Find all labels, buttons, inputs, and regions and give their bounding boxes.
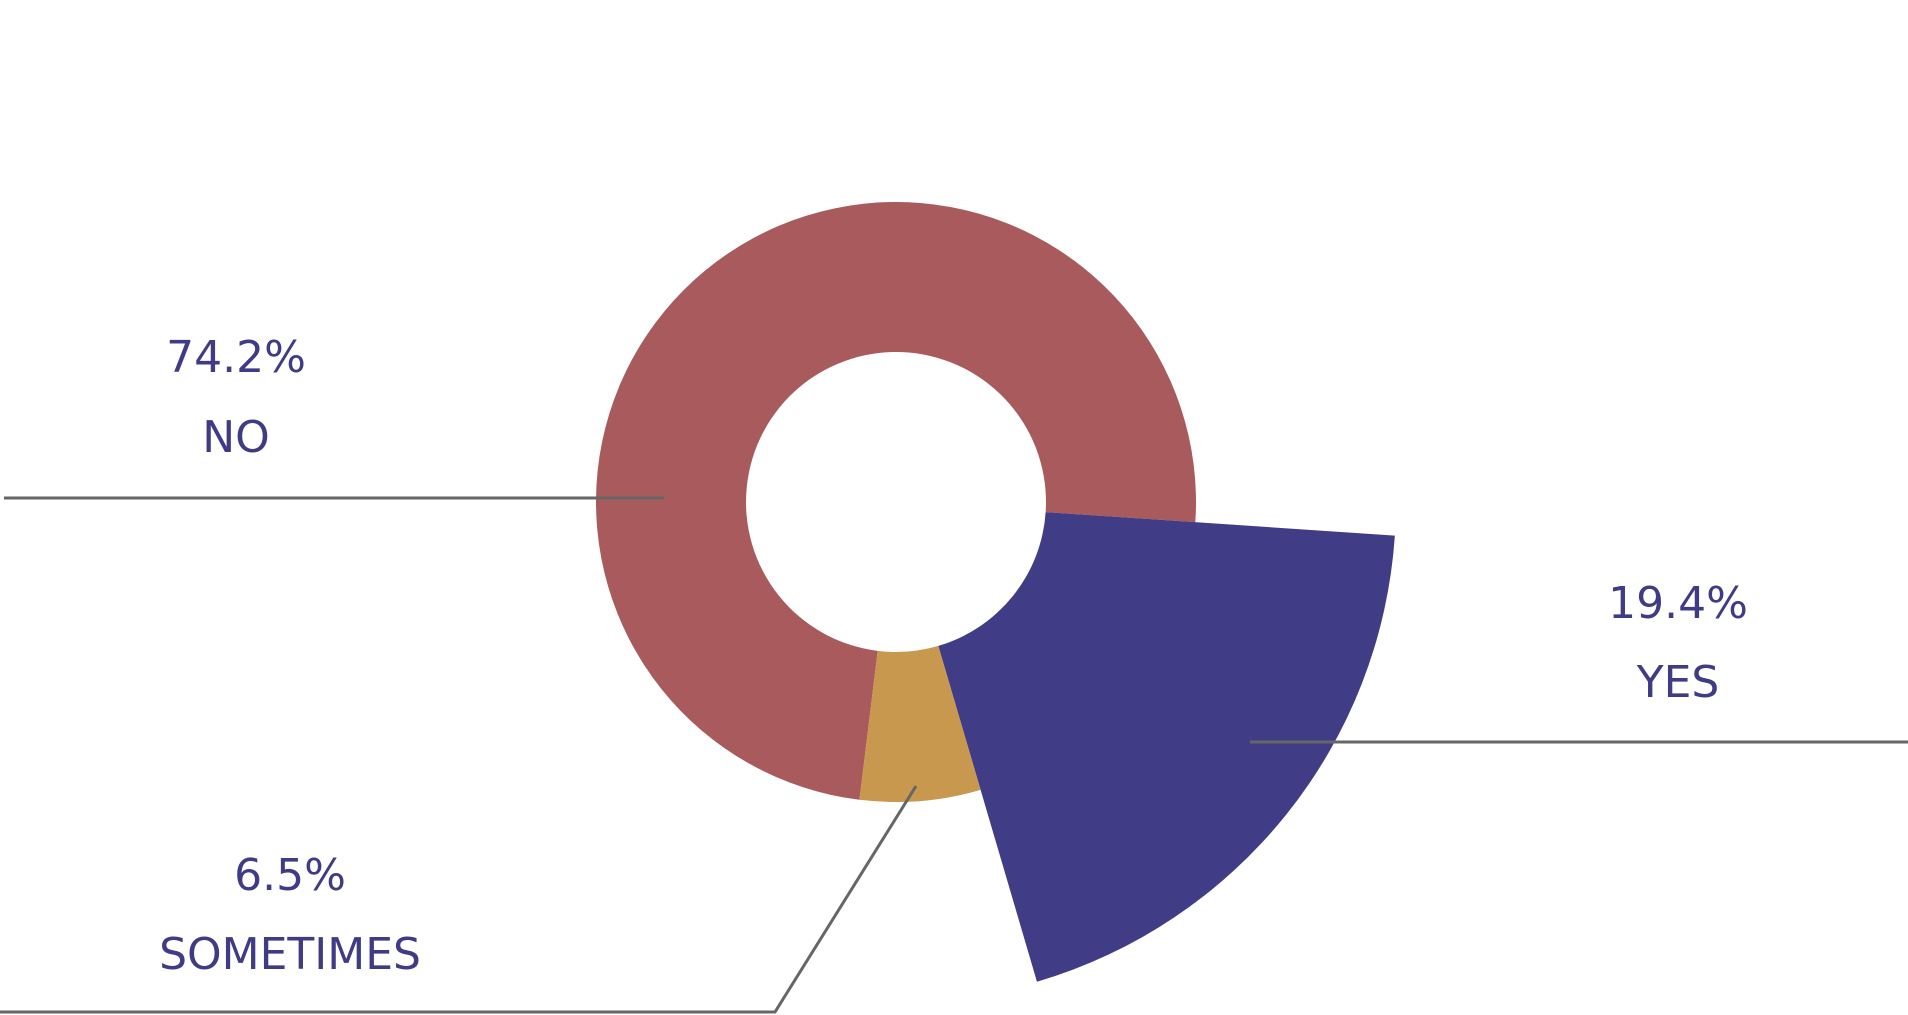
slice-yes-category-label: YES [1636, 657, 1720, 708]
slice-sometimes-value-label: 6.5% [234, 850, 346, 901]
leader-lines [0, 496, 1908, 1014]
donut-slices [596, 201, 1395, 982]
slice-no [596, 201, 1196, 800]
slice-sometimes-category-label: SOMETIMES [159, 929, 421, 980]
slice-no-value-label: 74.2% [166, 332, 306, 383]
leader-line-sometimes [0, 785, 918, 1014]
slice-yes-value-label: 19.4% [1608, 578, 1748, 629]
slice-yes [938, 512, 1395, 982]
slice-no-category-label: NO [202, 412, 270, 463]
slice-sometimes [859, 645, 981, 802]
